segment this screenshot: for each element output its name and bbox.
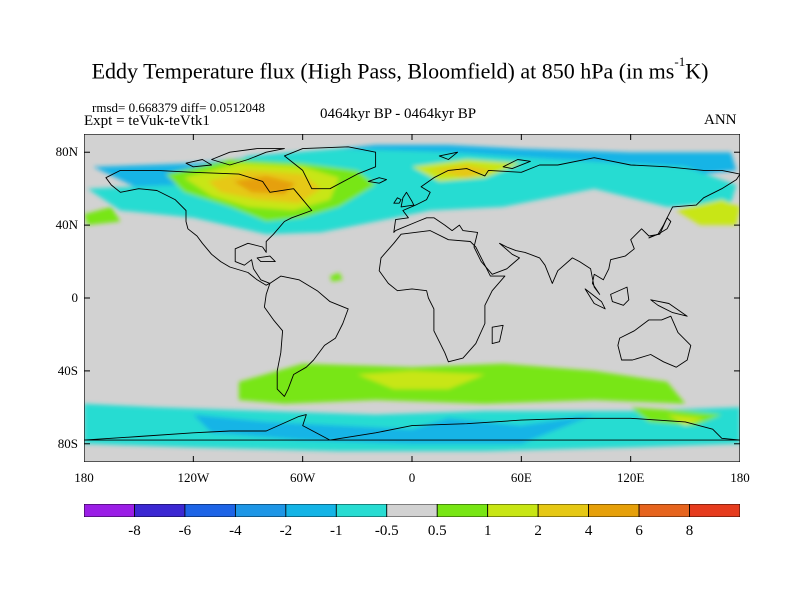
colorbar-label: -2 <box>279 523 293 539</box>
field-south-pos4 <box>667 414 704 426</box>
colorbar-box <box>234 504 287 517</box>
colorbar-label: 0.5 <box>427 523 447 539</box>
colorbar-label: -8 <box>128 523 141 539</box>
coastline-5 <box>617 315 692 368</box>
colorbar-box <box>487 504 539 517</box>
field-npac-pos2 <box>84 206 121 226</box>
colorbar-box <box>436 504 489 517</box>
coastline-12 <box>367 177 387 184</box>
lat-label: 40N <box>55 217 78 233</box>
lat-label: 0 <box>71 290 79 305</box>
colorbar-label: 2 <box>534 523 542 539</box>
coastlines <box>84 146 740 441</box>
field-south-pos2 <box>357 370 485 390</box>
colorbar <box>84 504 740 517</box>
coastline-10 <box>400 191 415 208</box>
coastline-8 <box>650 299 688 317</box>
coastline-3 <box>378 230 506 363</box>
colorbar-box <box>134 504 186 517</box>
coastline-1 <box>263 275 349 397</box>
field-scand-pos2 <box>430 165 494 178</box>
colorbar-label: 8 <box>685 523 694 539</box>
lon-label: 120E <box>616 470 645 485</box>
lon-label: 60E <box>510 470 532 485</box>
colorbar-box <box>335 504 388 517</box>
coastline-18 <box>438 151 459 160</box>
colorbar-label: -0.5 <box>374 523 399 539</box>
coastline-16 <box>211 148 285 166</box>
colorbar-label: 1 <box>483 523 492 539</box>
lon-label: 180 <box>74 470 94 485</box>
lon-label: 120W <box>177 470 210 485</box>
colorbar-box <box>537 504 590 517</box>
colorbar-box <box>588 504 640 517</box>
colorbar-box <box>184 504 236 517</box>
colorbar-box <box>689 504 740 517</box>
colorbar-label: -1 <box>330 523 343 539</box>
plot-title: Eddy Temperature flux (High Pass, Bloomf… <box>91 54 709 84</box>
colorbar-label: 4 <box>584 523 593 539</box>
lat-label: 80N <box>55 144 78 160</box>
lon-label: 60W <box>290 470 316 485</box>
colorbar-label: -6 <box>178 523 192 539</box>
colorbar-box <box>285 504 337 517</box>
coastline-2 <box>283 146 377 190</box>
field-npac-pos <box>676 199 740 226</box>
coastline-9 <box>648 217 672 239</box>
coastline-11 <box>393 197 402 204</box>
flux-field <box>84 144 740 452</box>
coastline-15 <box>84 414 740 441</box>
colorbar-label: -4 <box>229 523 242 539</box>
experiment-label: Expt = teVuk-teVtk1 <box>84 113 210 129</box>
coastline-7 <box>610 286 630 306</box>
stats-line: rmsd= 0.668379 diff= 0.0512048 <box>92 100 265 115</box>
colorbar-box <box>638 504 690 517</box>
period-label: 0464kyr BP - 0464kyr BP <box>320 106 477 122</box>
coastline-4 <box>393 157 740 295</box>
map-panel <box>84 134 740 462</box>
season-label: ANN <box>704 112 737 128</box>
lat-label: 40S <box>57 362 78 378</box>
lon-label: 180 <box>730 470 750 485</box>
coastline-19 <box>502 159 531 170</box>
colorbar-box <box>386 504 438 517</box>
field-south-pos <box>238 363 686 404</box>
field-south-neg <box>84 403 740 452</box>
colorbar-box <box>84 504 135 517</box>
coastline-0 <box>105 169 313 286</box>
field-atl-pos <box>330 272 343 282</box>
lon-label: 0 <box>408 470 416 485</box>
coastline-6 <box>584 288 606 310</box>
coastline-13 <box>491 324 504 345</box>
colorbar-label: 6 <box>635 523 643 539</box>
field-north-pos4 <box>233 175 296 195</box>
lat-label: 80S <box>57 435 78 451</box>
map-ticks <box>84 134 740 462</box>
coastline-14 <box>256 255 276 263</box>
coastline-17 <box>185 159 213 168</box>
